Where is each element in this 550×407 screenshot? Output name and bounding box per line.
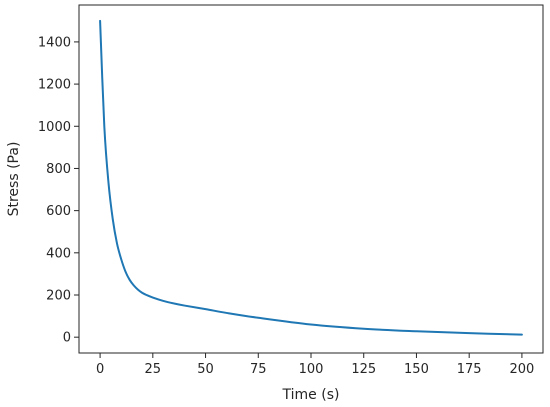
x-tick-label: 75	[250, 362, 267, 377]
y-tick-label: 200	[46, 289, 71, 304]
x-tick-label: 200	[509, 362, 534, 377]
y-tick-label: 400	[46, 246, 71, 261]
x-tick-label: 0	[96, 362, 104, 377]
y-tick-label: 1000	[38, 120, 71, 135]
y-tick-label: 1200	[38, 78, 71, 93]
x-axis-label: Time (s)	[282, 387, 340, 403]
axes-frame	[78, 4, 544, 354]
y-tick-label: 1400	[38, 35, 71, 50]
y-tick-label: 0	[63, 331, 71, 346]
plot-area	[99, 19, 523, 336]
y-tick-label: 800	[46, 162, 71, 177]
x-tick-label: 125	[351, 362, 376, 377]
x-tick-label: 100	[299, 362, 324, 377]
x-tick-label: 150	[404, 362, 429, 377]
x-tick-label: 175	[457, 362, 482, 377]
y-axis-label: Stress (Pa)	[6, 142, 22, 217]
x-tick-label: 25	[145, 362, 162, 377]
x-tick-label: 50	[197, 362, 214, 377]
y-axis-ticks: 0 200 400 600 800 1000 1200 1400	[38, 35, 79, 346]
stress-series-line	[99, 19, 523, 336]
y-tick-label: 600	[46, 204, 71, 219]
x-axis-ticks: 0 25 50 75 100 125 150 175 200	[96, 353, 534, 377]
